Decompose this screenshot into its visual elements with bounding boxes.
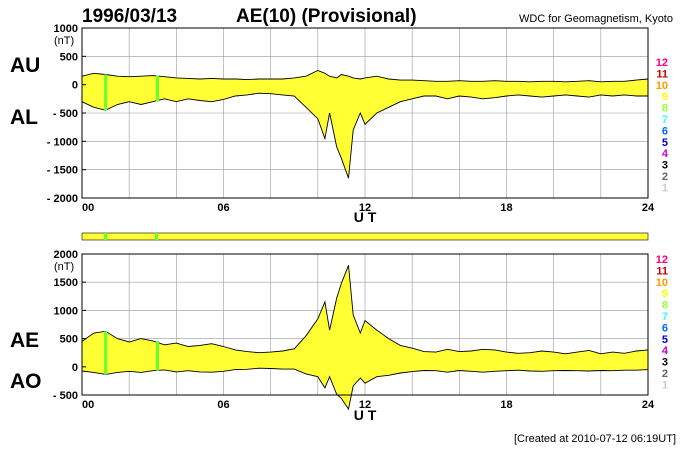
y-tick-label: - 2000 — [47, 193, 78, 205]
y-tick-label: - 500 — [53, 390, 78, 402]
station-count-label: 11 — [656, 68, 668, 80]
y-tick-label: 500 — [60, 334, 78, 346]
coverage-marker-2 — [155, 233, 158, 240]
bottom-x-axis-label: U T — [354, 407, 377, 423]
station-count-label: 1 — [662, 379, 668, 391]
source-label: WDC for Geomagnetism, Kyoto — [519, 13, 673, 25]
y-tick-label: 0 — [72, 362, 78, 374]
bottom-y-unit: (nT) — [54, 261, 74, 273]
top-x-axis-label: U T — [354, 209, 377, 225]
bottom-panel-border — [81, 253, 649, 396]
station-count-label: 10 — [656, 277, 668, 289]
station-count-label: 6 — [662, 322, 668, 334]
series-line-ao — [81, 367, 649, 411]
series-line-au — [81, 70, 649, 83]
station-count-label: 3 — [662, 357, 668, 369]
x-tick-label: 18 — [500, 399, 512, 411]
x-tick-label: 06 — [217, 202, 229, 214]
x-tick-label: 12 — [359, 202, 371, 214]
x-tick-label: 06 — [217, 399, 229, 411]
envelope-fill — [82, 265, 648, 410]
station-count-label: 4 — [662, 148, 669, 160]
x-tick-label: 18 — [500, 202, 512, 214]
station-count-label: 8 — [662, 300, 668, 312]
coverage-marker-1 — [104, 233, 107, 240]
station-count-label: 5 — [662, 137, 668, 149]
x-tick-label: 24 — [642, 202, 655, 214]
station-count-label: 2 — [662, 171, 668, 183]
envelope-fill — [82, 70, 648, 179]
ao-label: AO — [10, 370, 42, 393]
y-tick-label: - 1500 — [47, 165, 78, 177]
station-count-label: 6 — [662, 125, 668, 137]
series-line-al — [81, 92, 648, 179]
y-tick-label: - 500 — [53, 108, 78, 120]
x-tick-label: 24 — [642, 399, 655, 411]
station-count-label: 5 — [662, 334, 668, 346]
station-count-label: 2 — [662, 368, 668, 380]
station-count-label: 3 — [662, 160, 668, 172]
x-tick-label: 12 — [359, 399, 371, 411]
station-count-label: 9 — [662, 288, 668, 300]
station-count-label: 9 — [662, 91, 668, 103]
au-al-panel: 1000 500 0 - 500 - 1000 - 1500 - 2000 00 06 12 18 2… — [47, 23, 655, 214]
x-tick-label: 00 — [82, 202, 94, 214]
ae-label: AE — [10, 329, 39, 352]
chart-title: AE(10) (Provisional) — [236, 6, 417, 27]
y-tick-label: 1000 — [54, 305, 78, 317]
au-label: AU — [10, 54, 40, 77]
al-label: AL — [10, 106, 38, 129]
station-count-label: 11 — [656, 265, 668, 277]
station-count-label: 12 — [656, 57, 668, 69]
y-tick-label: 1500 — [54, 277, 78, 289]
station-count-label: 7 — [662, 311, 668, 323]
y-tick-label: 0 — [72, 80, 78, 92]
y-tick-label: 2000 — [54, 249, 78, 261]
y-tick-label: 1000 — [54, 23, 78, 35]
x-tick-label: 00 — [82, 399, 94, 411]
date-title: 1996/03/13 — [82, 6, 177, 27]
station-count-label: 4 — [662, 345, 669, 357]
y-tick-label: 500 — [60, 51, 78, 63]
station-count-label: 10 — [656, 80, 668, 92]
top-panel-border — [81, 27, 649, 199]
station-count-label: 8 — [662, 103, 668, 115]
station-count-label: 7 — [662, 114, 668, 126]
station-coverage-bar — [81, 232, 649, 241]
ae-ao-panel: 2000 1500 1000 500 0 - 500 00 06 12 18 24 — [53, 249, 655, 411]
top-y-unit: (nT) — [54, 35, 74, 47]
created-timestamp: [Created at 2010-07-12 06:19UT] — [514, 433, 676, 445]
station-count-label: 12 — [656, 254, 668, 266]
y-tick-label: - 1000 — [47, 136, 78, 148]
station-count-label: 1 — [662, 182, 668, 194]
series-line-ae — [81, 265, 649, 355]
